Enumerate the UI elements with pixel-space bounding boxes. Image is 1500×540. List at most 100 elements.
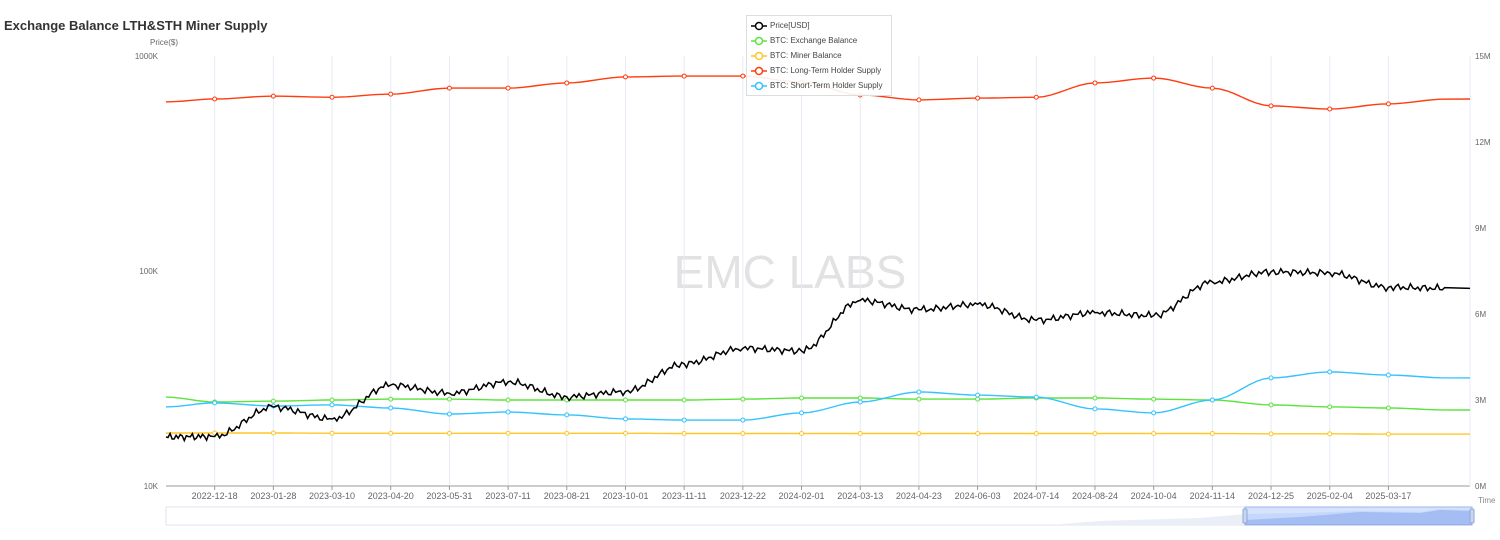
x-tick-label: 2024-02-01 [779,491,825,501]
data-point [681,417,687,423]
data-point [1151,396,1157,402]
x-tick-label: 2023-03-10 [309,491,355,501]
x-tick-label: 2023-11-11 [662,491,707,501]
data-point [446,85,452,91]
data-point [505,409,511,415]
legend-label: BTC: Long-Term Holder Supply [770,66,882,75]
x-axis-label: Time [1478,496,1496,505]
data-point [1385,431,1391,437]
data-point [975,392,981,398]
data-point [799,395,805,401]
watermark: EMC LABS [674,246,907,298]
x-tick-label: 2023-12-22 [720,491,766,501]
data-point [1268,103,1274,109]
data-point [329,430,335,436]
x-tick-label: 2024-11-14 [1190,491,1235,501]
data-point [740,73,746,79]
data-point [505,85,511,91]
left-axis-title: Price($) [150,38,178,47]
legend-item[interactable]: BTC: Long-Term Holder Supply [751,63,891,78]
data-point [975,95,981,101]
data-point [1092,395,1098,401]
right-axis-tick-label: 15M [1475,52,1491,61]
x-tick-label: 2022-12-18 [192,491,238,501]
data-point [857,395,863,401]
x-tick-label: 2024-07-14 [1013,491,1059,501]
x-tick-label: 2023-10-01 [602,491,648,501]
data-point [212,400,218,406]
data-point [564,80,570,86]
data-zoom-preview [1050,509,1472,525]
series-line-btc-miner-balance [166,432,1470,435]
data-point [1033,94,1039,100]
data-point [1092,406,1098,412]
data-point [857,399,863,405]
legend-item[interactable]: BTC: Exchange Balance [751,33,891,48]
legend: Price[USD] BTC: Exchange Balance BTC: Mine… [746,15,892,96]
x-tick-label: 2023-08-21 [544,491,590,501]
data-point [388,91,394,97]
data-point [446,396,452,402]
left-axis-tick-label: 100K [139,267,158,276]
x-tick-label: 2025-02-04 [1307,491,1353,501]
data-point [1327,404,1333,410]
data-point [1268,402,1274,408]
data-point [446,411,452,417]
left-axis-tick-label: 10K [144,482,159,491]
data-point [916,431,922,437]
data-point [329,402,335,408]
right-axis-tick-label: 3M [1475,396,1486,405]
data-point [1327,369,1333,375]
x-tick-label: 2023-07-11 [485,491,530,501]
legend-label: BTC: Exchange Balance [770,36,858,45]
data-point [1327,106,1333,112]
data-point [505,397,511,403]
legend-marker-icon [751,66,767,75]
data-point [622,397,628,403]
legend-marker-icon [751,81,767,90]
data-point [740,431,746,437]
data-point [799,410,805,416]
x-tick-label: 2024-04-23 [896,491,942,501]
right-axis-tick-label: 0M [1475,482,1486,491]
data-point [505,430,511,436]
x-tick-label: 2024-08-24 [1072,491,1118,501]
legend-item[interactable]: BTC: Short-Term Holder Supply [751,78,891,93]
data-point [799,431,805,437]
legend-item[interactable]: Price[USD] [751,18,891,33]
x-tick-label: 2023-01-28 [250,491,296,501]
legend-item[interactable]: BTC: Miner Balance [751,48,891,63]
data-point [564,412,570,418]
data-point [1209,397,1215,403]
x-tick-label: 2024-06-03 [955,491,1001,501]
data-point [1385,372,1391,378]
data-zoom-window-preview [1245,510,1472,525]
data-point [1385,101,1391,107]
data-point [622,416,628,422]
chart-title: Exchange Balance LTH&STH Miner Supply [4,18,268,33]
data-point [1268,431,1274,437]
data-point [388,430,394,436]
data-point [916,389,922,395]
data-point [270,93,276,99]
data-point [681,431,687,437]
series-line-price-usd- [165,267,1471,443]
data-point [1092,431,1098,437]
data-zoom-handle-right[interactable] [1469,508,1475,524]
legend-marker-icon [751,21,767,30]
data-point [622,74,628,80]
data-point [1268,375,1274,381]
data-point [1209,85,1215,91]
x-tick-label: 2023-04-20 [368,491,414,501]
data-point [329,397,335,403]
series-line-btc-short-term-holder-supply [165,371,1471,421]
data-point [446,430,452,436]
data-zoom-handle-left[interactable] [1242,508,1248,524]
legend-marker-icon [751,36,767,45]
data-point [329,94,335,100]
data-point [564,430,570,436]
data-point [388,396,394,402]
legend-marker-icon [751,51,767,60]
